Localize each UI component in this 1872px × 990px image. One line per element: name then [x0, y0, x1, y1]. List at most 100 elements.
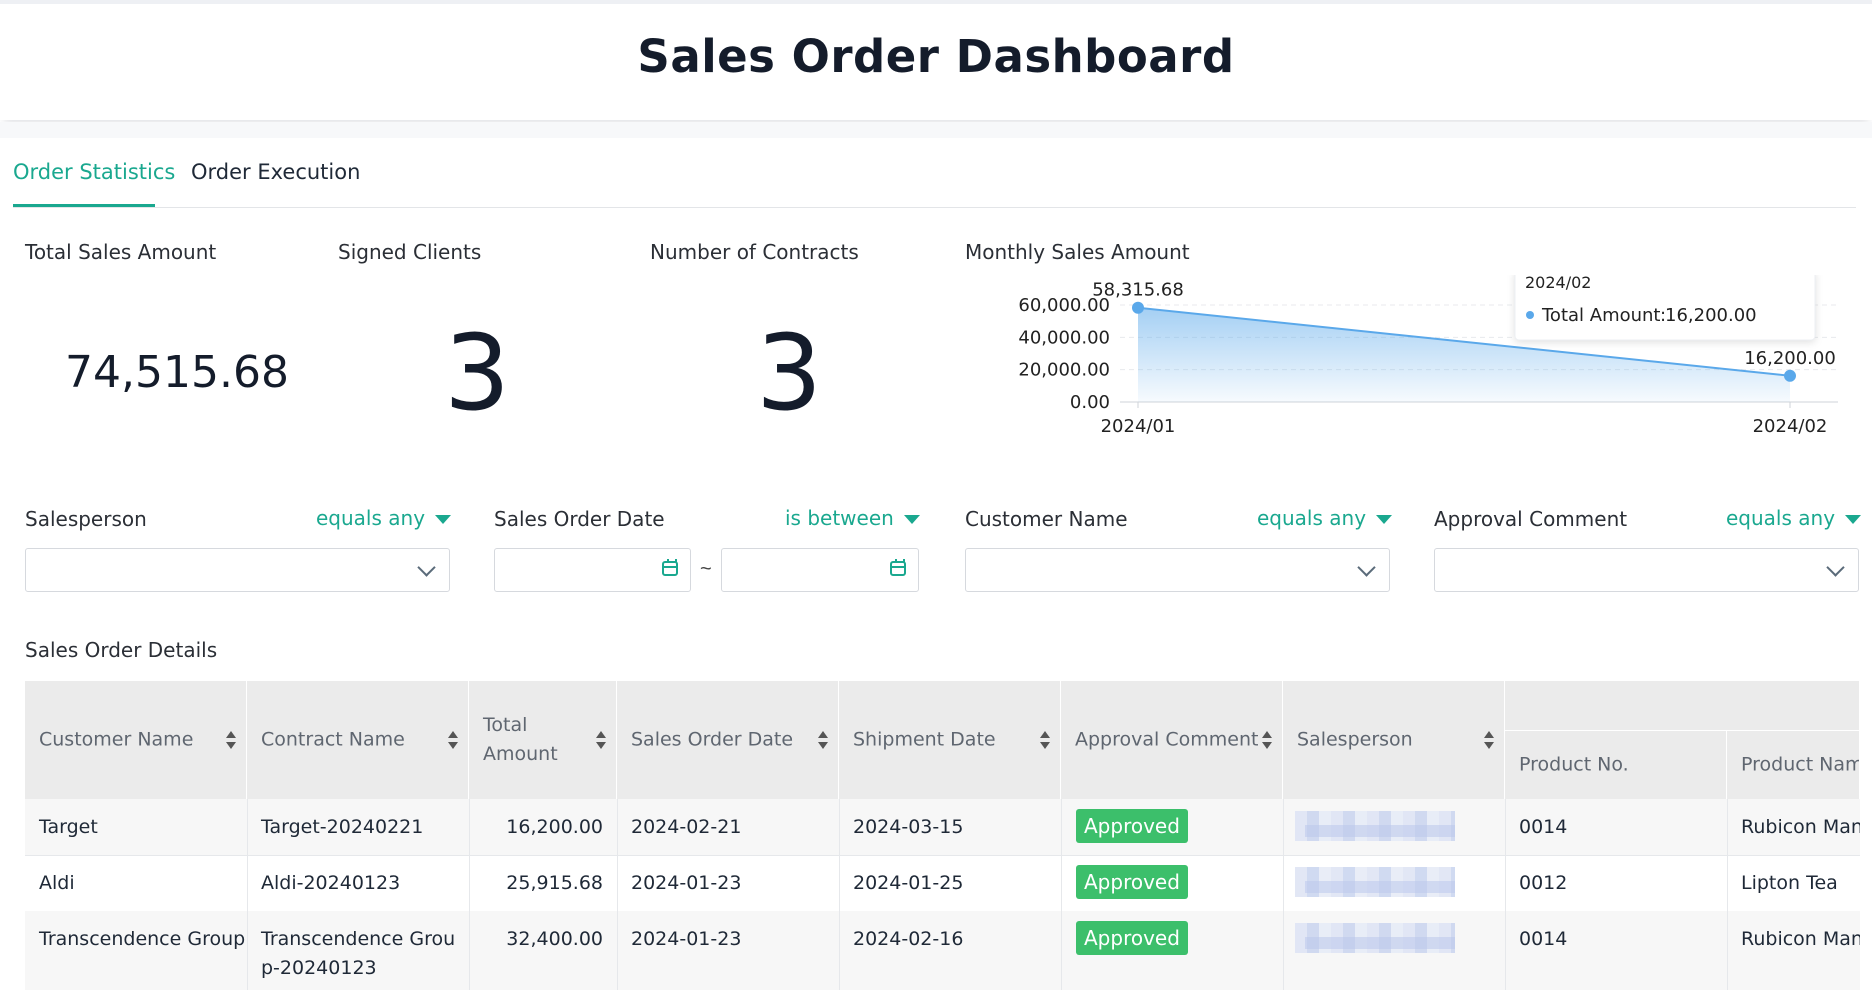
monthly-sales-label: Monthly Sales Amount — [965, 240, 1190, 264]
caret-down-icon — [903, 515, 920, 524]
active-tab-indicator — [13, 204, 155, 207]
details-title: Sales Order Details — [25, 638, 218, 662]
cell-order-date: 2024-02-21 — [631, 816, 742, 838]
cell-ship-date: 2024-03-15 — [853, 816, 964, 838]
cell-product-name: Rubicon Mang — [1741, 816, 1860, 838]
tooltip-value: 16,200.00 — [1665, 305, 1757, 326]
cell-customer: Aldi — [39, 872, 75, 894]
caret-down-icon — [1845, 515, 1862, 524]
contracts-value: 3 — [756, 312, 823, 434]
chevron-down-icon — [1357, 558, 1376, 577]
col-group-header — [1505, 681, 1860, 731]
filter-customer-select[interactable] — [965, 548, 1390, 592]
salesperson-avatar-redacted — [1295, 923, 1455, 953]
filter-salesperson-select[interactable] — [25, 548, 450, 592]
filter-order-date-operator[interactable]: is between — [785, 506, 920, 530]
cell-amount: 32,400.00 — [506, 928, 603, 950]
cell-product-no: 0012 — [1519, 872, 1568, 894]
cell-contract: Transcendence Group-20240123 — [261, 928, 456, 979]
cell-customer: Transcendence Group — [39, 928, 246, 950]
sort-icon[interactable] — [596, 731, 606, 749]
calendar-icon[interactable] — [662, 559, 678, 576]
cell-product-name: Rubicon Mang — [1741, 928, 1860, 950]
filter-approval-label: Approval Comment — [1434, 507, 1628, 531]
salesperson-avatar-redacted — [1295, 867, 1455, 897]
caret-down-icon — [435, 515, 452, 524]
contracts-label: Number of Contracts — [650, 240, 859, 264]
col-header-product-no[interactable]: Product No. — [1505, 731, 1727, 799]
tab-order-execution[interactable]: Order Execution — [191, 160, 361, 184]
filter-order-date-to[interactable] — [721, 548, 919, 592]
status-badge: Approved — [1076, 809, 1188, 843]
calendar-icon[interactable] — [890, 559, 906, 576]
y-tick-label: 60,000.00 — [1018, 295, 1110, 316]
filter-customer-label: Customer Name — [965, 507, 1128, 531]
sort-icon[interactable] — [448, 731, 458, 749]
cell-amount: 16,200.00 — [506, 816, 603, 838]
filter-salesperson-operator[interactable]: equals any — [316, 506, 452, 530]
cell-contract: Aldi-20240123 — [261, 872, 401, 894]
y-tick-label: 20,000.00 — [1018, 360, 1110, 381]
status-badge: Approved — [1076, 865, 1188, 899]
cell-product-name: Lipton Tea — [1741, 872, 1838, 894]
chevron-down-icon — [1826, 558, 1845, 577]
filter-order-date-from[interactable] — [494, 548, 691, 592]
chart-x-ticks: 2024/01 2024/02 — [1101, 402, 1828, 437]
chart-tooltip: 2024/02 Total Amount : 16,200.00 — [1514, 275, 1816, 341]
filter-order-date-label: Sales Order Date — [494, 507, 665, 531]
page-title: Sales Order Dashboard — [637, 30, 1235, 83]
cell-order-date: 2024-01-23 — [631, 872, 742, 894]
chart-points: 58,315.68 16,200.00 — [1092, 280, 1836, 382]
page-header: Sales Order Dashboard — [0, 0, 1872, 120]
cell-order-date: 2024-01-23 — [631, 928, 742, 950]
total-sales-label: Total Sales Amount — [25, 240, 217, 264]
filter-customer-operator[interactable]: equals any — [1257, 506, 1393, 530]
cell-ship-date: 2024-01-25 — [853, 872, 964, 894]
cell-amount: 25,915.68 — [506, 872, 603, 894]
chart-y-ticks: 0.00 20,000.00 40,000.00 60,000.00 — [1018, 295, 1110, 413]
tooltip-series-name: Total Amount — [1541, 305, 1661, 326]
signed-clients-value: 3 — [444, 312, 511, 434]
sort-icon[interactable] — [1262, 731, 1272, 749]
signed-clients-label: Signed Clients — [338, 240, 482, 264]
sort-icon[interactable] — [1484, 731, 1494, 749]
col-header-total-amount[interactable]: Total Amount — [469, 681, 617, 799]
col-header-contract[interactable]: Contract Name — [247, 681, 469, 799]
col-header-shipment-date[interactable]: Shipment Date — [839, 681, 1061, 799]
cell-ship-date: 2024-02-16 — [853, 928, 964, 950]
col-header-product-name[interactable]: Product Name — [1727, 731, 1860, 799]
col-header-customer[interactable]: Customer Name — [25, 681, 247, 799]
tab-order-statistics[interactable]: Order Statistics — [13, 160, 176, 184]
cell-product-no: 0014 — [1519, 816, 1568, 838]
col-header-approval[interactable]: Approval Comment — [1061, 681, 1283, 799]
data-point — [1784, 369, 1796, 382]
sales-order-table: Customer Name Contract Name Total Amount… — [25, 681, 1860, 990]
x-tick-label: 2024/01 — [1101, 416, 1176, 437]
x-tick-label: 2024/02 — [1753, 416, 1828, 437]
table-row[interactable]: Aldi Aldi-20240123 25,915.68 2024-01-23 … — [25, 855, 1860, 912]
sort-icon[interactable] — [226, 731, 236, 749]
data-point — [1132, 301, 1144, 314]
col-header-order-date[interactable]: Sales Order Date — [617, 681, 839, 799]
table-row[interactable]: Transcendence Group Transcendence Group-… — [25, 911, 1860, 990]
chevron-down-icon — [417, 558, 436, 577]
chart-series-line — [1137, 306, 1791, 377]
filter-approval-operator[interactable]: equals any — [1726, 506, 1862, 530]
total-sales-value: 74,515.68 — [65, 347, 289, 398]
status-badge: Approved — [1076, 921, 1188, 955]
date-range-separator: ~ — [700, 558, 712, 580]
filter-approval-select[interactable] — [1434, 548, 1859, 592]
filter-salesperson-label: Salesperson — [25, 507, 147, 531]
salesperson-avatar-redacted — [1295, 811, 1455, 841]
cell-product-no: 0014 — [1519, 928, 1568, 950]
y-tick-label: 40,000.00 — [1018, 327, 1110, 348]
sort-icon[interactable] — [1040, 731, 1050, 749]
sort-icon[interactable] — [818, 731, 828, 749]
data-label: 16,200.00 — [1744, 348, 1836, 369]
col-header-salesperson[interactable]: Salesperson — [1283, 681, 1505, 799]
tooltip-title: 2024/02 — [1525, 275, 1591, 292]
svg-text::: : — [1660, 305, 1666, 326]
header-gap — [0, 122, 1872, 138]
table-row[interactable]: Target Target-20240221 16,200.00 2024-02… — [25, 799, 1860, 856]
